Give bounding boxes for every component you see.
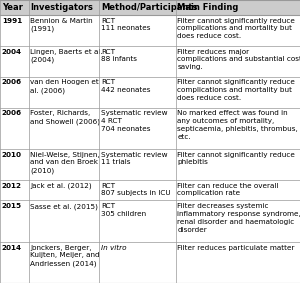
Bar <box>0 77 300 108</box>
Text: 2006: 2006 <box>2 110 22 116</box>
Text: Sasse et al. (2015): Sasse et al. (2015) <box>30 203 98 210</box>
Bar <box>0 46 300 77</box>
Text: 1991: 1991 <box>2 18 22 23</box>
Text: Method/Participants: Method/Participants <box>101 3 197 12</box>
Bar <box>0 149 300 180</box>
Text: RCT
305 children: RCT 305 children <box>101 203 146 217</box>
Text: Lingen, Baerts et al.
(2004): Lingen, Baerts et al. (2004) <box>30 48 103 63</box>
Bar <box>0 180 300 200</box>
Text: Filter cannot significantly reduce
phlebitis: Filter cannot significantly reduce phleb… <box>177 152 295 166</box>
Text: Filter cannot significantly reduce
complications and mortality but
does reduce c: Filter cannot significantly reduce compl… <box>177 80 295 101</box>
Text: Filter reduces particulate matter: Filter reduces particulate matter <box>177 245 295 250</box>
Text: Filter can reduce the overall
complication rate: Filter can reduce the overall complicati… <box>177 183 279 196</box>
Text: Filter cannot significantly reduce
complications and mortality but
does reduce c: Filter cannot significantly reduce compl… <box>177 18 295 39</box>
Text: No marked effect was found in
any outcomes of mortality,
septicaemia, phlebitis,: No marked effect was found in any outcom… <box>177 110 298 140</box>
Text: Filter reduces major
complications and substantial cost
saving.: Filter reduces major complications and s… <box>177 48 300 70</box>
Text: Year: Year <box>2 3 23 12</box>
Text: van den Hoogen et
al. (2006): van den Hoogen et al. (2006) <box>30 80 99 94</box>
Text: Systematic review
4 RCT
704 neonates: Systematic review 4 RCT 704 neonates <box>101 110 167 132</box>
Text: Jack et al. (2012): Jack et al. (2012) <box>30 183 92 189</box>
Text: RCT
88 infants: RCT 88 infants <box>101 48 137 62</box>
Bar <box>0 242 300 283</box>
Text: In vitro: In vitro <box>101 245 126 250</box>
Text: Foster, Richards,
and Showell (2006): Foster, Richards, and Showell (2006) <box>30 110 100 125</box>
Bar <box>0 200 300 242</box>
Text: RCT
807 subjects in ICU: RCT 807 subjects in ICU <box>101 183 170 196</box>
Text: Jonckers, Berger,
Kuijten, Meijer, and
Andriessen (2014): Jonckers, Berger, Kuijten, Meijer, and A… <box>30 245 100 267</box>
Text: 2004: 2004 <box>2 48 22 55</box>
Text: Filter decreases systemic
inflammatory response syndrome,
renal disorder and hae: Filter decreases systemic inflammatory r… <box>177 203 300 233</box>
Bar <box>0 15 300 46</box>
Text: Bennion & Martin
(1991): Bennion & Martin (1991) <box>30 18 93 32</box>
Text: 2010: 2010 <box>2 152 22 158</box>
Text: Systematic review
11 trials: Systematic review 11 trials <box>101 152 167 166</box>
Bar <box>0 0 300 15</box>
Text: Niel-Weise, Stijnen,
and van den Broek
(2010): Niel-Weise, Stijnen, and van den Broek (… <box>30 152 100 174</box>
Text: Investigators: Investigators <box>30 3 93 12</box>
Text: 2006: 2006 <box>2 80 22 85</box>
Bar <box>0 108 300 149</box>
Text: Main Finding: Main Finding <box>177 3 239 12</box>
Text: 2014: 2014 <box>2 245 22 250</box>
Text: RCT
442 neonates: RCT 442 neonates <box>101 80 150 93</box>
Text: 2015: 2015 <box>2 203 22 209</box>
Text: 2012: 2012 <box>2 183 22 189</box>
Text: RCT
111 neonates: RCT 111 neonates <box>101 18 150 31</box>
